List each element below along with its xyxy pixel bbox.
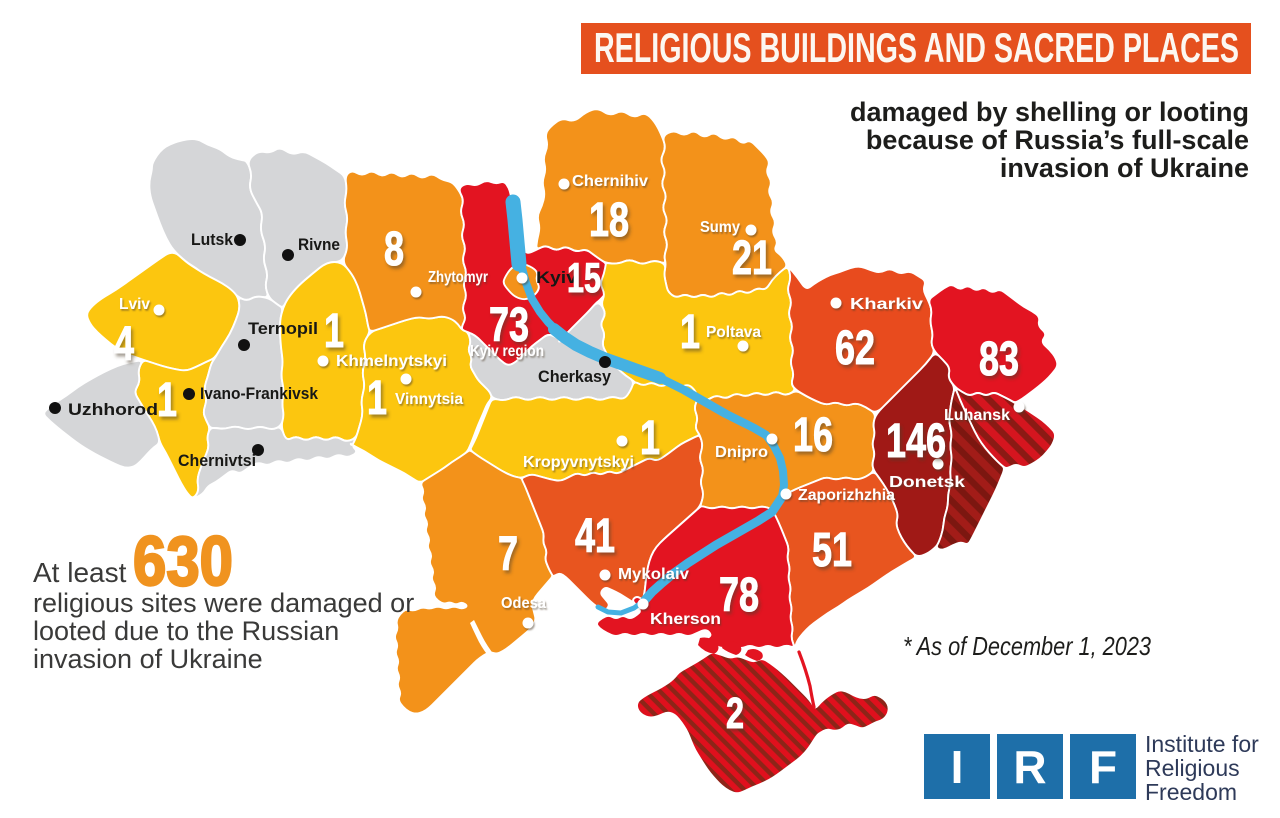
svg-text:Freedom: Freedom — [1145, 779, 1237, 805]
svg-text:Luhansk: Luhansk — [944, 407, 1010, 424]
svg-text:Kyiv region: Kyiv region — [470, 343, 544, 360]
svg-text:Khmelnytskyi: Khmelnytskyi — [336, 353, 447, 370]
svg-text:Donetsk: Donetsk — [889, 474, 965, 491]
svg-text:7: 7 — [498, 528, 518, 581]
svg-text:At least: At least — [33, 557, 127, 588]
svg-text:Vinnytsia: Vinnytsia — [395, 391, 463, 408]
svg-text:2: 2 — [726, 689, 744, 738]
svg-text:15: 15 — [567, 254, 601, 301]
svg-text:Kharkiv: Kharkiv — [850, 296, 923, 313]
svg-text:* As of December 1, 2023: * As of December 1, 2023 — [903, 631, 1151, 661]
svg-text:146: 146 — [886, 415, 946, 468]
svg-text:16: 16 — [793, 409, 833, 462]
svg-text:Dnipro: Dnipro — [715, 444, 768, 461]
svg-text:78: 78 — [719, 569, 759, 622]
svg-text:21: 21 — [732, 232, 772, 285]
svg-text:Cherkasy: Cherkasy — [538, 368, 612, 386]
svg-text:Odesa: Odesa — [501, 595, 546, 612]
svg-text:Poltava: Poltava — [706, 324, 761, 341]
svg-text:18: 18 — [589, 194, 629, 247]
svg-text:51: 51 — [812, 524, 852, 577]
svg-text:Chernivtsi: Chernivtsi — [178, 452, 256, 470]
svg-text:Zaporizhzhia: Zaporizhzhia — [798, 487, 895, 504]
svg-text:73: 73 — [489, 299, 529, 352]
svg-text:Ivano-Frankivsk: Ivano-Frankivsk — [200, 385, 319, 403]
svg-text:RELIGIOUS BUILDINGS AND SACRED: RELIGIOUS BUILDINGS AND SACRED PLACES — [594, 24, 1239, 71]
svg-text:because of Russia’s full-scale: because of Russia’s full-scale — [866, 125, 1249, 155]
svg-text:damaged by shelling or looting: damaged by shelling or looting — [850, 97, 1249, 127]
svg-text:1: 1 — [324, 305, 344, 358]
svg-text:Institute for: Institute for — [1145, 731, 1259, 757]
svg-text:Mykolaiv: Mykolaiv — [618, 566, 689, 583]
svg-text:Lviv: Lviv — [119, 296, 150, 313]
svg-text:630: 630 — [133, 522, 233, 600]
svg-text:1: 1 — [640, 412, 660, 465]
svg-text:62: 62 — [835, 322, 875, 375]
svg-text:Kropyvnytskyi: Kropyvnytskyi — [523, 454, 634, 471]
svg-text:8: 8 — [384, 223, 404, 276]
svg-text:83: 83 — [979, 333, 1019, 386]
svg-text:invasion of Ukraine: invasion of Ukraine — [33, 644, 263, 674]
svg-text:Uzhhorod: Uzhhorod — [68, 401, 158, 419]
svg-text:Kherson: Kherson — [650, 611, 721, 628]
svg-text:41: 41 — [575, 510, 615, 563]
svg-text:1: 1 — [367, 372, 387, 425]
svg-text:looted due to the Russian: looted due to the Russian — [33, 616, 339, 646]
svg-text:I: I — [951, 741, 964, 793]
svg-text:1: 1 — [680, 306, 700, 359]
svg-text:Sumy: Sumy — [700, 219, 740, 236]
svg-text:Rivne: Rivne — [298, 236, 340, 254]
svg-text:Ternopil: Ternopil — [248, 320, 318, 338]
svg-text:religious sites were damaged o: religious sites were damaged or — [33, 588, 414, 618]
svg-text:Religious: Religious — [1145, 755, 1240, 781]
svg-text:Chernihiv: Chernihiv — [572, 173, 648, 190]
svg-text:4: 4 — [114, 318, 134, 371]
svg-text:F: F — [1089, 741, 1117, 793]
svg-text:Kyiv: Kyiv — [536, 269, 578, 287]
svg-text:Lutsk: Lutsk — [191, 231, 234, 249]
svg-text:R: R — [1013, 741, 1046, 793]
svg-text:Zhytomyr: Zhytomyr — [428, 269, 488, 286]
svg-text:invasion of Ukraine: invasion of Ukraine — [1000, 153, 1249, 183]
svg-text:1: 1 — [157, 374, 177, 427]
